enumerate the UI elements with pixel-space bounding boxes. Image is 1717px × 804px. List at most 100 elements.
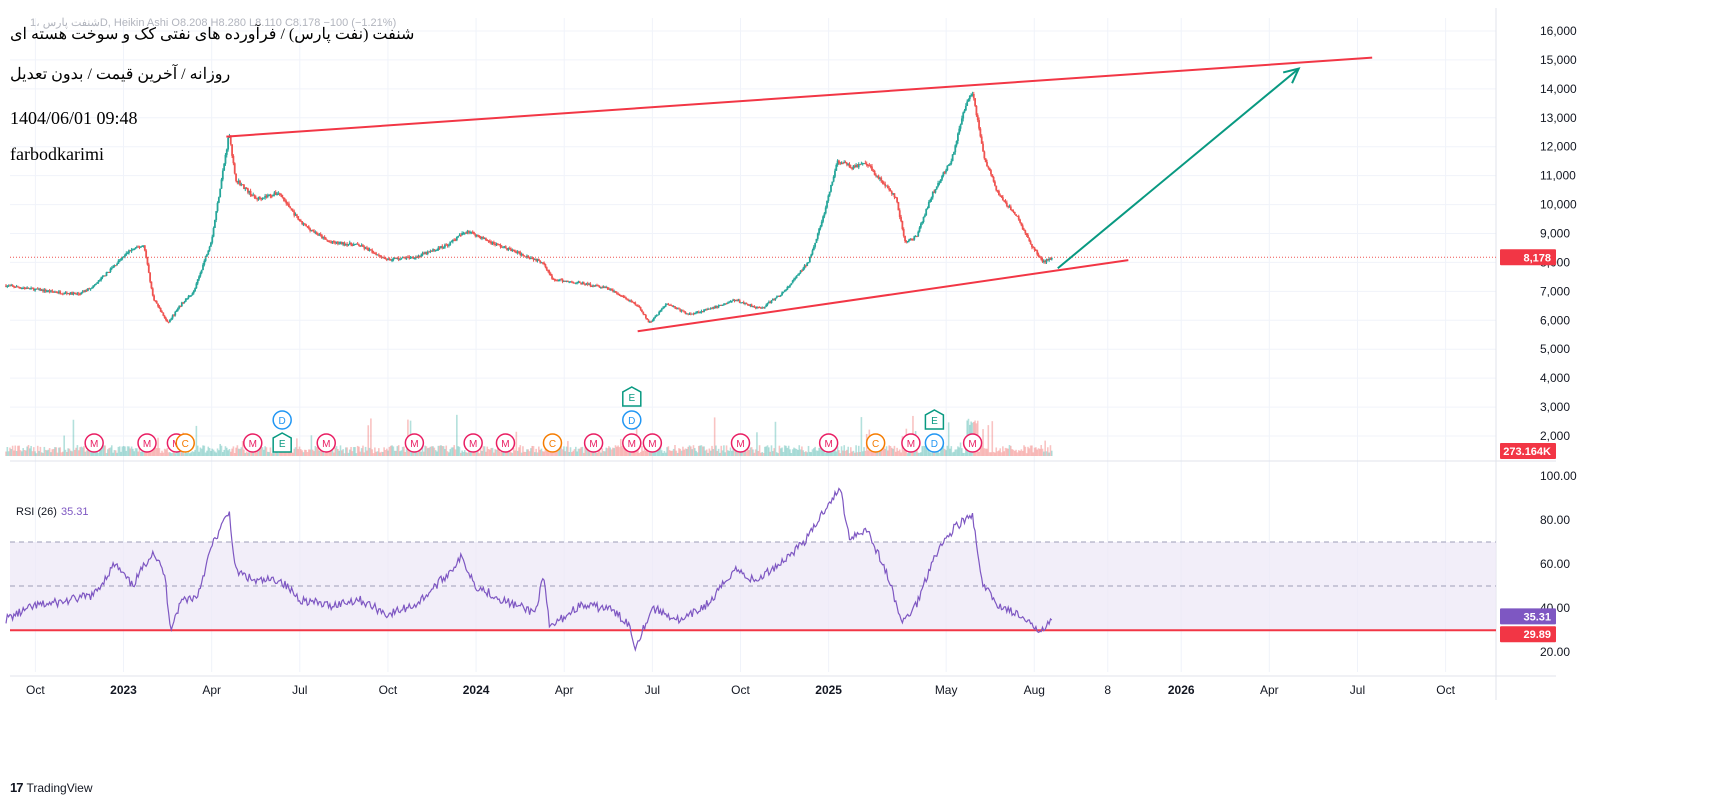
candle-body — [51, 290, 54, 292]
tradingview-logo[interactable]: 17 TradingView — [10, 780, 93, 795]
volume-bar — [338, 450, 340, 456]
volume-bar — [762, 452, 765, 456]
volume-bar — [440, 445, 442, 456]
volume-bar — [352, 447, 355, 456]
trendlines[interactable] — [226, 56, 1373, 333]
volume-bar — [195, 425, 198, 456]
candle-body — [281, 194, 284, 198]
candle-body — [295, 214, 298, 217]
candle-body — [540, 262, 543, 264]
candle-body — [9, 285, 11, 287]
volume-bar — [314, 445, 317, 456]
candle-body — [404, 257, 407, 259]
volume-bar — [799, 449, 802, 456]
volume-bar — [572, 450, 574, 456]
candle-body — [741, 302, 744, 304]
volume-bar — [662, 452, 664, 456]
candle-body — [786, 287, 789, 290]
volume-bar — [708, 448, 711, 456]
volume-bar — [227, 450, 229, 456]
volume-bar — [460, 452, 462, 456]
candle-body — [496, 243, 499, 245]
candle-body — [113, 265, 116, 267]
volume-bar — [1037, 448, 1040, 456]
candle-body — [87, 288, 89, 291]
candle-body — [1033, 247, 1036, 251]
candle-body — [1015, 214, 1017, 216]
volume-bar — [25, 450, 27, 456]
volume-bar — [959, 442, 962, 456]
candle-body — [793, 279, 795, 281]
candle-body — [760, 307, 762, 309]
candle-body — [917, 231, 920, 237]
candle-body — [424, 252, 427, 254]
candle-body — [634, 302, 637, 305]
candle-body — [445, 244, 448, 246]
volume-bar — [35, 453, 38, 456]
candle-body — [802, 268, 805, 271]
volume-bar — [263, 449, 265, 456]
volume-bar — [171, 452, 174, 456]
candle-body — [210, 242, 212, 247]
candle-body — [364, 247, 367, 249]
volume-bar — [303, 449, 306, 456]
candle-body — [174, 311, 177, 316]
volume-bar — [108, 448, 110, 456]
candle-body — [1023, 229, 1025, 231]
candle-body — [716, 305, 719, 308]
candle-body — [254, 197, 257, 199]
volume-bar — [27, 445, 30, 456]
volume-bar — [813, 448, 815, 456]
rsi-band — [10, 541, 1496, 632]
volume-bar — [44, 449, 47, 456]
volume-bar — [388, 446, 391, 456]
candle-body — [248, 190, 251, 193]
candle-body — [50, 290, 52, 292]
volume-bar — [51, 449, 54, 456]
candle-body — [799, 270, 802, 274]
candle-body — [302, 223, 305, 225]
candle-body — [348, 242, 351, 245]
candle-body — [253, 194, 256, 198]
volume-bar — [955, 449, 958, 456]
volume-bar — [307, 449, 310, 456]
volume-bar — [965, 445, 967, 456]
candle-body — [1024, 230, 1027, 234]
volume-bar — [26, 446, 28, 456]
volume-bar — [211, 448, 214, 456]
candle-body — [467, 231, 470, 233]
candle-body — [340, 241, 343, 245]
rsi-tick-label: 60.00 — [1540, 557, 1570, 571]
time-tick-label: Apr — [202, 683, 221, 697]
candle-body — [22, 287, 25, 289]
time-tick-label: 2025 — [815, 683, 842, 697]
volume-bar — [724, 452, 727, 456]
candle-body — [871, 166, 873, 171]
candle-body — [293, 211, 296, 216]
volume-bar — [252, 451, 255, 456]
candle-body — [413, 258, 416, 260]
volume-bar — [998, 450, 1000, 456]
volume-bar — [643, 448, 646, 456]
volume-bar — [461, 450, 463, 456]
candle-body — [958, 128, 961, 134]
rsi-legend[interactable]: RSI (26) 35.31 — [16, 506, 89, 518]
volume-bar — [924, 446, 926, 456]
event-letter: M — [907, 439, 915, 450]
candle-body — [742, 302, 745, 304]
volume-bar — [1036, 449, 1039, 456]
candle-body — [187, 296, 190, 299]
event-letter: M — [501, 439, 509, 450]
candle-body — [264, 195, 267, 198]
volume-bar — [779, 448, 782, 456]
candle-body — [886, 185, 889, 189]
volume-bar — [81, 447, 84, 456]
split-event-icon — [865, 433, 886, 453]
candle-body — [708, 308, 711, 310]
candle-body — [750, 304, 753, 307]
volume-bar — [925, 445, 927, 456]
candle-body — [503, 246, 506, 248]
candle-body — [141, 245, 144, 247]
candle-body — [305, 224, 308, 227]
